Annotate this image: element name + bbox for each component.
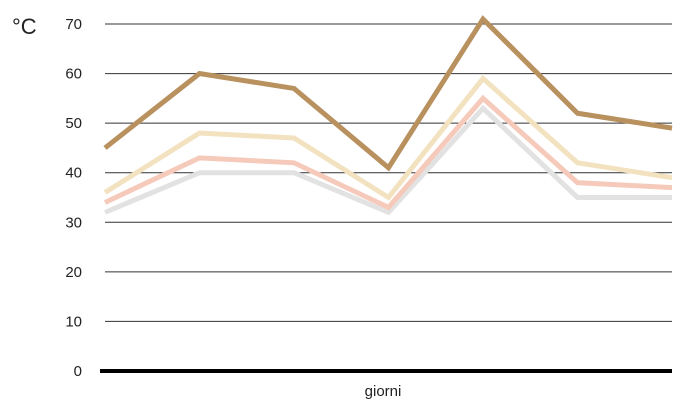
- series-line-4: [103, 15, 673, 172]
- y-tick-label-50: 50: [65, 115, 82, 132]
- y-tick-label-60: 60: [65, 66, 82, 83]
- y-tick-label-10: 10: [65, 313, 82, 330]
- y-tick-label-0: 0: [74, 363, 82, 380]
- y-tick-label-20: 20: [65, 264, 82, 281]
- y-tick-label-40: 40: [65, 165, 82, 182]
- y-axis-unit-label: °C: [12, 14, 37, 39]
- series-line-3: [103, 74, 673, 201]
- y-tick-label-30: 30: [65, 214, 82, 231]
- y-axis-ticks: 0 10 20 30 40 50 60 70: [65, 16, 82, 380]
- series-lines: [103, 15, 673, 216]
- x-axis-label: giorni: [365, 383, 402, 400]
- grid-lines: [105, 23, 672, 322]
- y-tick-label-70: 70: [65, 16, 82, 33]
